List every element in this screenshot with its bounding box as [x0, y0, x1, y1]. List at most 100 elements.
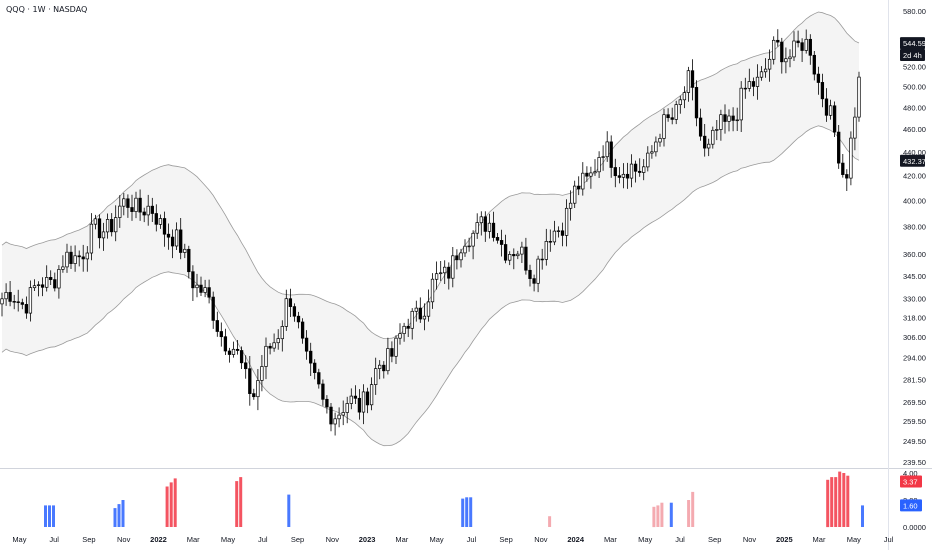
indicator-bar	[691, 491, 695, 527]
indicator-bar	[165, 486, 169, 527]
price-tick-label: 520.00	[903, 63, 926, 72]
candle-body	[118, 205, 122, 218]
indicator-bar	[121, 500, 125, 527]
candle-body	[532, 278, 536, 284]
candle-body	[439, 272, 443, 275]
candle-body	[642, 166, 646, 173]
indicator-bar	[461, 498, 465, 527]
candle-body	[495, 237, 500, 241]
candle-body	[707, 143, 711, 149]
candle-body	[32, 285, 37, 289]
indicator-bar	[834, 477, 838, 527]
indicator-bar	[687, 500, 691, 527]
candle-body	[374, 368, 378, 385]
candle-body	[101, 231, 106, 239]
candle-body	[723, 114, 727, 122]
candle-body	[81, 256, 85, 260]
candle-body	[605, 141, 609, 158]
candle-body	[16, 301, 20, 303]
candle-body	[317, 372, 321, 385]
candle-body	[382, 364, 386, 372]
price-tick-label: 460.00	[903, 125, 926, 134]
candle-body	[223, 336, 228, 352]
candle-body	[796, 40, 800, 44]
candle-body	[390, 348, 394, 357]
candle-body	[361, 391, 366, 413]
candle-body	[560, 230, 565, 236]
indicator-bar	[652, 506, 656, 528]
candle-body	[276, 338, 280, 344]
price-tick-label: 249.50	[903, 437, 926, 446]
indicator-bar	[846, 475, 850, 527]
indicator-bar	[861, 505, 864, 527]
candle-body	[759, 71, 764, 78]
candle-body	[682, 92, 687, 101]
candle-body	[739, 87, 743, 121]
candle-body	[61, 266, 65, 270]
indicator-badge-label: 3.37	[903, 478, 918, 487]
candle-body	[816, 73, 821, 83]
candle-body	[239, 350, 244, 364]
candle-body	[658, 138, 662, 143]
candle-body	[491, 222, 496, 238]
candle-body	[410, 310, 414, 329]
lower-band-line	[1, 125, 860, 447]
candle-body	[727, 115, 731, 122]
candle-body	[353, 395, 358, 399]
candle-body	[780, 41, 784, 63]
time-axis-label: Jul	[258, 535, 268, 544]
time-axis-label: Jul	[467, 535, 477, 544]
candle-body	[24, 304, 29, 314]
candle-body	[304, 337, 309, 352]
indicator-bar	[826, 479, 830, 528]
candle-body	[142, 211, 146, 216]
indicator-bar	[44, 505, 47, 527]
candle-body	[763, 68, 768, 73]
candle-body	[248, 368, 252, 394]
candle-body	[577, 185, 581, 190]
candle-body	[804, 38, 808, 51]
candle-body	[341, 412, 345, 416]
candle-body	[528, 269, 532, 279]
candle-body	[166, 233, 171, 238]
candle-body	[134, 197, 138, 212]
candle-body	[650, 151, 654, 154]
price-tick-label: 440.00	[903, 148, 926, 157]
candle-body	[313, 362, 317, 373]
candle-body	[105, 219, 110, 233]
price-badge-label: 2d 4h	[903, 51, 922, 60]
candle-body	[601, 156, 605, 158]
time-axis-label: 2024	[567, 535, 585, 544]
candle-body	[288, 298, 293, 307]
indicator-bar	[842, 473, 846, 527]
candle-body	[179, 229, 183, 253]
candle-body	[459, 252, 463, 261]
candle-body	[231, 348, 236, 355]
candle-body	[349, 395, 353, 404]
upper-band-line	[1, 11, 860, 340]
price-tick-label: 480.00	[903, 104, 926, 113]
candle-body	[857, 76, 861, 118]
candle-body	[751, 81, 756, 87]
candle-body	[73, 255, 77, 264]
candle-body	[296, 315, 301, 323]
candle-body	[853, 116, 857, 139]
candle-body	[146, 205, 150, 216]
candle-body	[820, 82, 825, 100]
indicator-bar	[169, 482, 173, 527]
candle-body	[617, 175, 622, 178]
candle-body	[849, 137, 853, 179]
price-badge	[900, 154, 925, 167]
time-axis-label: Mar	[813, 535, 826, 544]
price-badge-label: 544.59	[903, 39, 926, 48]
candle-body	[110, 219, 114, 233]
price-badge-label: 432.37	[903, 157, 926, 166]
candle-body	[85, 252, 89, 260]
candle-body	[552, 230, 557, 243]
candle-body	[357, 397, 362, 413]
candle-body	[211, 296, 215, 321]
price-tick-label: 294.00	[903, 354, 926, 363]
candle-body	[97, 218, 102, 239]
candle-body	[40, 284, 45, 288]
